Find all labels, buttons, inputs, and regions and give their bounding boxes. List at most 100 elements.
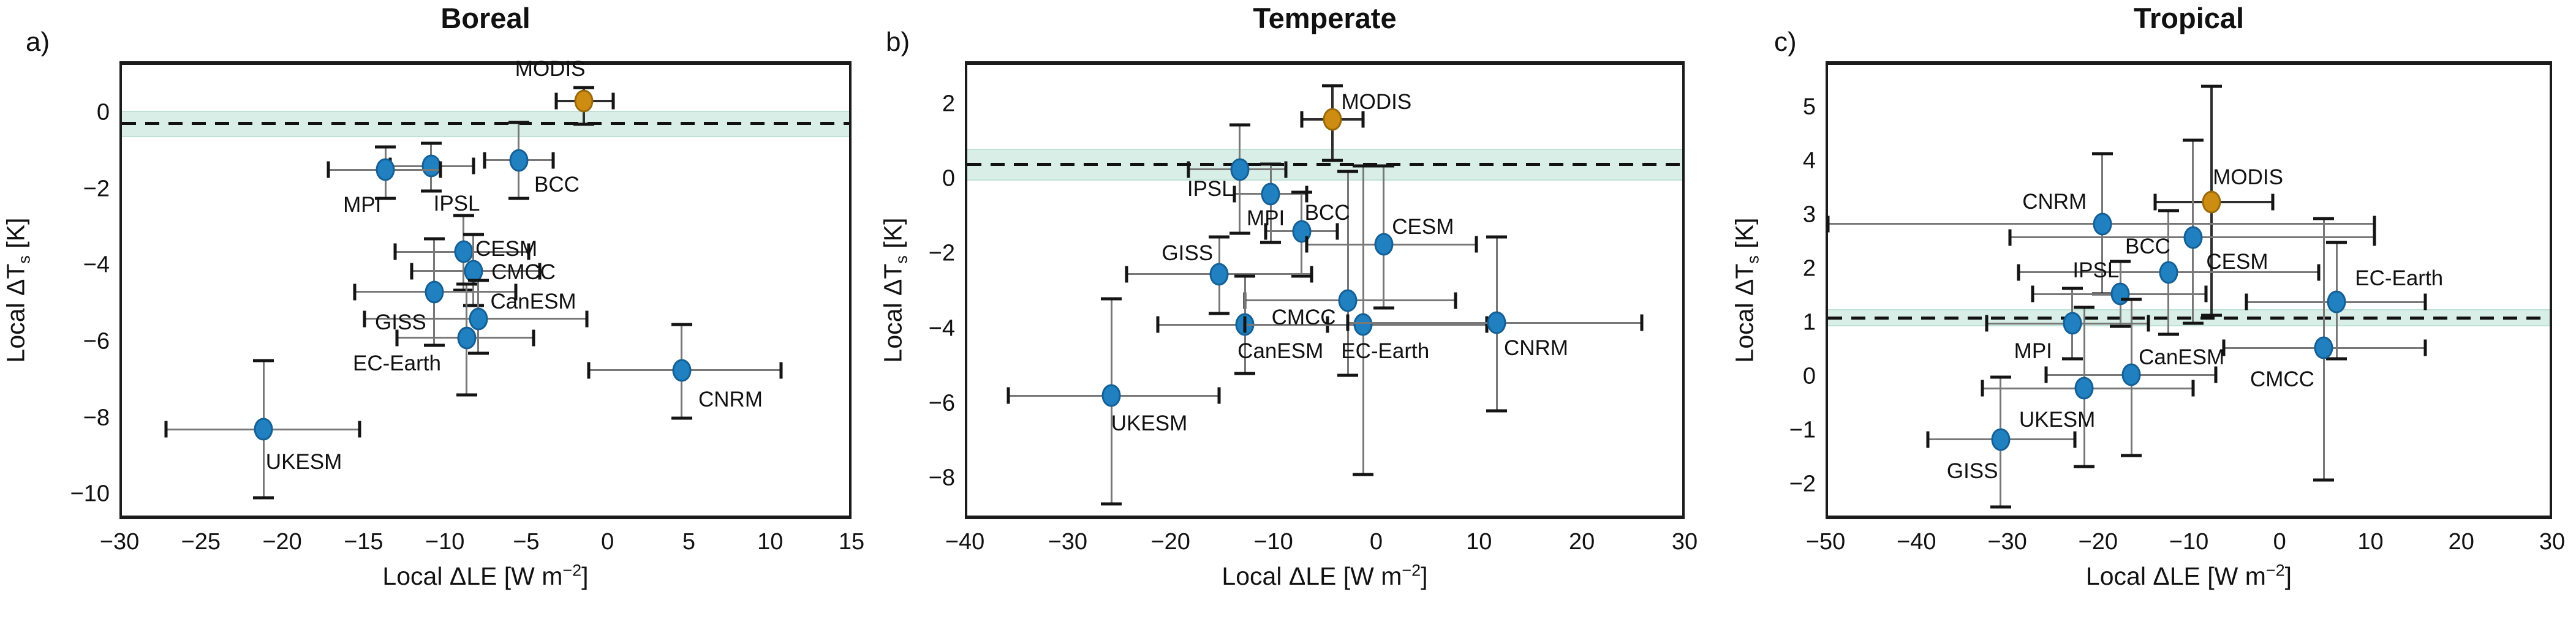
plot-area-a: MODIS BCC IPSL MPI CESM CMCC GISS CanESM EC-Eart…	[119, 57, 852, 519]
point-a-BCC	[509, 149, 529, 172]
y-axis-label-a: Local ΔTs [K]	[1, 217, 34, 363]
y-tick-a--2: −2	[83, 176, 110, 202]
yerr-cap-top-a-CESM	[453, 214, 474, 217]
xerr-cap-right-a-CESM	[527, 243, 531, 260]
point-c-IPSL	[2110, 282, 2130, 306]
yerr-cap-top-b-CanESM	[1234, 274, 1256, 278]
xerr-cap-left-b-MPI	[1233, 186, 1236, 203]
point-c-CanESM	[2121, 363, 2141, 386]
yerr-cap-bottom-c-CMCC	[2313, 478, 2335, 482]
y-tick-a--8: −8	[83, 405, 110, 431]
x-tick-a--15: −15	[344, 529, 383, 555]
point-label-b-BCC: BCC	[1304, 200, 1350, 225]
point-label-c-CanESM: CanESM	[2139, 345, 2225, 369]
yerr-line-b-CMCC	[1347, 171, 1349, 375]
x-tick-a-15: 15	[838, 529, 865, 555]
y-axis-label-b: Local ΔTs [K]	[878, 217, 911, 363]
y-tick-b--2: −2	[928, 240, 955, 266]
yerr-cap-bottom-c-GISS	[1990, 505, 2011, 509]
xerr-cap-right-a-UKESM	[358, 421, 361, 438]
xerr-cap-left-b-CanESM	[1156, 316, 1160, 333]
chart-title-b: Temperate	[1253, 2, 1397, 34]
y-axis-label-c: Local ΔTs [K]	[1730, 217, 1762, 363]
yerr-cap-bottom-a-BCC	[508, 197, 529, 200]
xerr-cap-right-b-CESM	[1475, 236, 1478, 253]
yerr-cap-bottom-a-UKESM	[253, 496, 274, 500]
point-a-CanESM	[469, 307, 488, 331]
xerr-cap-left-b-EC-Earth	[1243, 316, 1247, 333]
x-tick-c--40: −40	[1897, 529, 1936, 555]
y-tick-a--10: −10	[70, 481, 110, 507]
point-label-b-CESM: CESM	[1392, 215, 1454, 239]
x-axis-label-b: Local ΔLE [W m−2]	[1222, 561, 1428, 590]
chart-title-c: Tropical	[2133, 2, 2245, 34]
yerr-cap-top-c-MODIS	[2200, 84, 2222, 88]
point-b-CESM	[1374, 233, 1394, 256]
y-tick-b--4: −4	[928, 315, 955, 342]
point-label-a-CNRM: CNRM	[698, 387, 763, 411]
point-c-CMCC	[2314, 336, 2333, 359]
yerr-cap-top-c-UKESM	[2074, 306, 2095, 309]
xerr-cap-right-b-CMCC	[1454, 292, 1457, 309]
panel-letter-b: b)	[886, 27, 910, 57]
point-label-c-GISS: GISS	[1946, 459, 1998, 483]
point-label-b-MPI: MPI	[1247, 206, 1285, 230]
point-label-c-BCC: BCC	[2125, 234, 2170, 258]
xerr-cap-right-a-CanESM	[585, 310, 589, 328]
xerr-cap-left-a-CNRM	[587, 362, 591, 379]
yerr-cap-bottom-b-IPSL	[1229, 231, 1250, 235]
point-label-b-CanESM: CanESM	[1237, 339, 1324, 364]
point-a-IPSL	[421, 154, 441, 178]
point-label-c-CMCC: CMCC	[2249, 367, 2314, 391]
xerr-cap-right-a-MODIS	[611, 92, 615, 110]
yerr-cap-top-a-UKESM	[253, 359, 274, 362]
xerr-cap-left-c-MODIS	[2153, 193, 2157, 211]
yerr-cap-top-c-CanESM	[2121, 298, 2142, 301]
xerr-cap-right-c-CNRM	[2373, 216, 2376, 233]
yerr-cap-top-b-MPI	[1260, 162, 1282, 166]
yerr-cap-top-c-CNRM	[2091, 152, 2113, 156]
yerr-cap-top-c-EC-Earth	[2326, 241, 2347, 244]
reference-dashed-line-c	[1828, 316, 2550, 320]
point-label-a-IPSL: IPSL	[433, 192, 480, 216]
yerr-cap-bottom-b-UKESM	[1101, 502, 1122, 506]
yerr-cap-bottom-b-EC-Earth	[1353, 473, 1374, 476]
xerr-cap-right-b-EC-Earth	[1485, 316, 1489, 333]
point-c-MODIS	[2202, 190, 2221, 214]
point-c-UKESM	[2074, 377, 2094, 400]
xerr-cap-left-a-EC-Earth	[395, 329, 399, 347]
yerr-cap-bottom-a-IPSL	[420, 189, 442, 193]
yerr-cap-bottom-c-CanESM	[2121, 454, 2142, 457]
xerr-cap-left-c-CESM	[2008, 229, 2011, 246]
yerr-cap-bottom-b-MPI	[1260, 241, 1282, 244]
x-tick-b--30: −30	[1048, 529, 1088, 555]
x-axis-label-c: Local ΔLE [W m−2]	[2085, 561, 2292, 590]
yerr-cap-bottom-b-MODIS	[1321, 159, 1343, 162]
point-b-UKESM	[1101, 384, 1121, 407]
y-tick-c--2: −2	[1789, 471, 1816, 497]
point-label-c-EC-Earth: EC-Earth	[2355, 266, 2444, 291]
x-tick-a-5: 5	[682, 529, 696, 555]
xerr-cap-right-c-CMCC	[2423, 339, 2427, 356]
point-b-MPI	[1261, 182, 1280, 206]
xerr-cap-left-b-BCC	[1264, 223, 1267, 240]
x-tick-c--10: −10	[2169, 529, 2209, 555]
point-label-a-GISS: GISS	[375, 310, 426, 334]
point-label-c-MODIS: MODIS	[2213, 165, 2283, 190]
point-c-EC-Earth	[2327, 290, 2346, 313]
point-b-MODIS	[1323, 108, 1342, 131]
yerr-cap-top-c-IPSL	[2110, 260, 2131, 263]
x-tick-b-30: 30	[1671, 529, 1698, 555]
xerr-cap-left-a-UKESM	[164, 421, 168, 438]
xerr-cap-right-b-MODIS	[1361, 111, 1365, 128]
yerr-cap-bottom-c-MODIS	[2200, 313, 2222, 317]
yerr-cap-top-b-IPSL	[1229, 123, 1250, 127]
xerr-cap-left-a-MPI	[327, 161, 330, 178]
xerr-cap-left-b-IPSL	[1187, 161, 1190, 178]
point-label-a-MODIS: MODIS	[515, 57, 586, 81]
xerr-cap-left-c-MPI	[1985, 315, 1989, 332]
y-tick-a--4: −4	[83, 252, 110, 278]
xerr-cap-right-a-CNRM	[779, 362, 782, 379]
x-tick-b--40: −40	[945, 529, 985, 555]
